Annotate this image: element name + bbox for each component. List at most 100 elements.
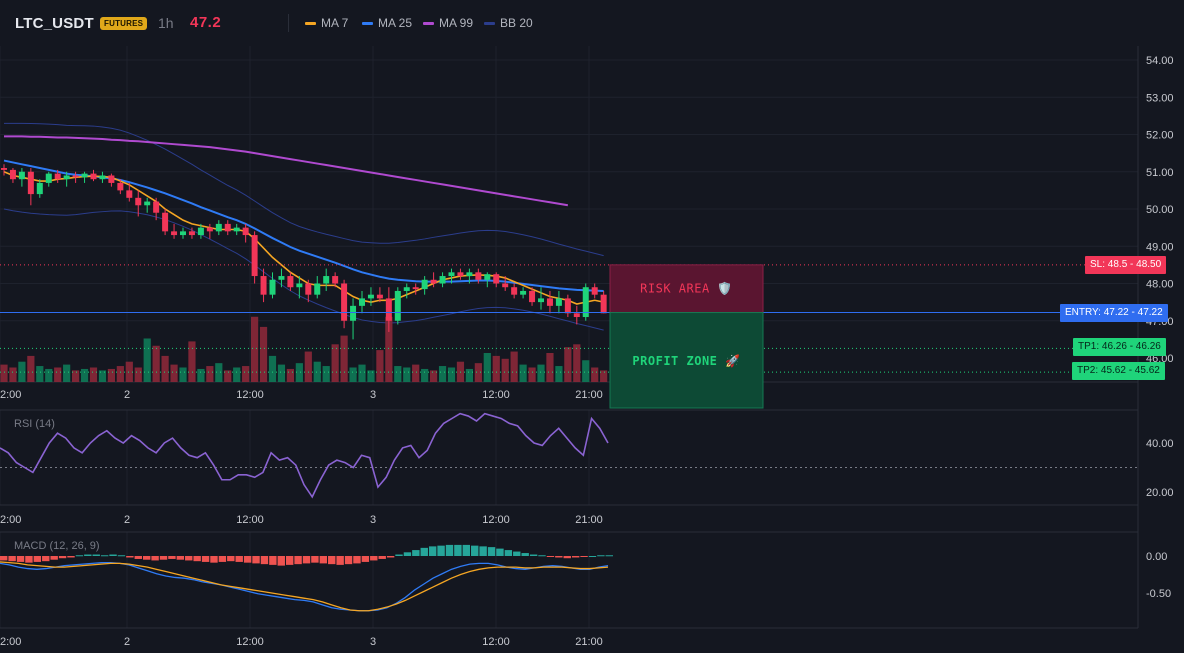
- risk-zone: [609, 264, 764, 314]
- volume-bar: [331, 344, 339, 382]
- legend-bb20[interactable]: BB 20: [484, 16, 533, 30]
- time-axis-label: 21:00: [575, 636, 603, 648]
- tp2-price-label: TP2: 45.62 - 45.62: [1072, 362, 1165, 380]
- time-axis-label: 21:00: [575, 389, 603, 401]
- header-divider: [288, 14, 289, 32]
- candle-body: [600, 294, 607, 314]
- volume-bar: [9, 367, 17, 382]
- volume-bar: [233, 367, 241, 382]
- legend-ma7[interactable]: MA 7: [305, 16, 348, 30]
- volume-bar: [367, 370, 375, 382]
- volume-bar: [125, 361, 133, 382]
- time-axis-label: 2: [124, 514, 130, 526]
- candle-body: [144, 201, 151, 206]
- macd-hist-bar: [302, 556, 311, 564]
- time-axis-label: 3: [370, 514, 376, 526]
- volume-bar: [564, 347, 572, 382]
- macd-hist-bar: [370, 556, 378, 561]
- futures-badge: FUTURES: [100, 17, 148, 30]
- candle-body: [350, 305, 357, 321]
- macd-hist-bar: [521, 553, 529, 556]
- price-axis-label: 51.00: [1146, 167, 1174, 179]
- macd-hist-bar: [50, 556, 58, 560]
- macd-hist-bar: [529, 554, 538, 556]
- macd-title[interactable]: MACD (12, 26, 9): [14, 540, 100, 552]
- rsi-title[interactable]: RSI (14): [14, 418, 55, 430]
- volume-bar: [546, 353, 554, 382]
- macd-hist-bar: [462, 544, 471, 556]
- volume-bar: [179, 367, 187, 382]
- volume-bar: [45, 368, 53, 382]
- macd-hist-bar: [412, 550, 420, 556]
- macd-hist-bar: [437, 545, 445, 556]
- candle-body: [341, 283, 348, 321]
- macd-line: [0, 562, 609, 612]
- legend-ma25[interactable]: MA 25: [362, 16, 412, 30]
- candle-body: [1, 168, 7, 170]
- candle-body: [251, 235, 258, 277]
- volume-bar: [286, 368, 294, 382]
- candle-body: [367, 294, 374, 299]
- candle-body: [323, 276, 330, 284]
- candle-body: [591, 287, 598, 295]
- candle-body: [412, 287, 419, 290]
- grid-lines: [0, 46, 1138, 628]
- candle-body: [63, 175, 70, 180]
- candle-body: [278, 276, 285, 280]
- risk-zone-label: RISK AREA 🛡️: [640, 282, 733, 296]
- macd-histogram: [0, 544, 613, 566]
- candle-body: [45, 173, 52, 183]
- symbol-name[interactable]: LTC_USDT: [15, 15, 94, 32]
- macd-hist-bar: [555, 556, 563, 558]
- candle-body: [466, 272, 473, 277]
- candle-body: [493, 274, 500, 284]
- candle-body: [305, 283, 312, 295]
- profit-zone: [609, 312, 764, 409]
- candle-body: [99, 175, 106, 180]
- macd-hist-bar: [109, 554, 117, 556]
- candle-body: [224, 223, 231, 232]
- price-axis-label: 52.00: [1146, 130, 1174, 142]
- volume-bar: [465, 368, 473, 382]
- macd-hist-bar: [126, 556, 134, 558]
- volume-bar: [537, 364, 545, 382]
- ma25-swatch: [362, 21, 373, 25]
- volume-bar: [313, 361, 321, 382]
- ma99-swatch: [423, 21, 434, 25]
- volume-bar: [18, 361, 26, 382]
- candle-body: [126, 190, 133, 198]
- time-axis-label: 12:00: [236, 389, 264, 401]
- macd-hist-bar: [319, 556, 328, 564]
- volume-bar: [107, 368, 115, 382]
- macd-hist-bar: [546, 556, 555, 557]
- volume-bar: [268, 355, 277, 382]
- candle-body: [564, 298, 571, 314]
- candle-body: [188, 231, 195, 236]
- volume-bar: [134, 367, 142, 382]
- macd-hist-bar: [0, 556, 8, 561]
- candle-body: [359, 298, 365, 306]
- sl-price-label: SL: 48.5 - 48.50: [1085, 256, 1167, 274]
- volume-bar: [206, 366, 214, 382]
- legend-ma99[interactable]: MA 99: [423, 16, 473, 30]
- volume-bar: [215, 363, 223, 382]
- macd-hist-bar: [16, 556, 25, 562]
- volume-bar: [152, 345, 160, 382]
- macd-hist-bar: [344, 556, 353, 565]
- macd-hist-bar: [580, 556, 588, 557]
- volume-bar: [573, 344, 581, 382]
- candle-body: [197, 227, 204, 236]
- candle-body: [546, 298, 553, 306]
- candle-body: [171, 231, 178, 236]
- volume-bar: [242, 366, 250, 382]
- volume-bar: [304, 351, 312, 382]
- ma7-swatch: [305, 21, 316, 25]
- time-axis-label: 3: [370, 636, 376, 648]
- candle-body: [242, 227, 249, 236]
- volume-bar: [385, 316, 393, 382]
- macd-hist-bar: [142, 556, 151, 560]
- macd-hist-bar: [100, 555, 109, 557]
- macd-hist-bar: [75, 555, 84, 557]
- timeframe-selector[interactable]: 1h: [158, 15, 174, 31]
